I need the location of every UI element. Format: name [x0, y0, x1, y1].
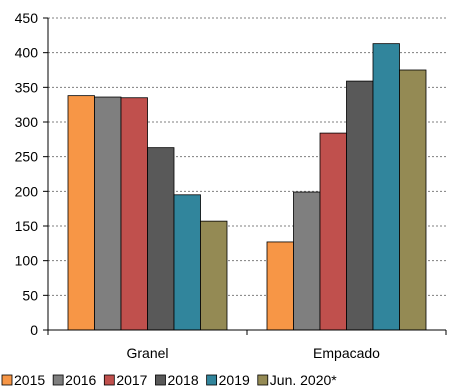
- bar-Jun. 2020*-Empacado: [399, 69, 427, 331]
- legend-swatch-2015: [1, 374, 13, 386]
- bar-2018-Granel: [147, 147, 175, 331]
- y-tick-label: 50: [22, 287, 38, 303]
- bar-2015-Empacado: [266, 241, 294, 331]
- y-tick-label: 100: [15, 253, 39, 269]
- legend-swatch-2019: [206, 374, 218, 386]
- bar-2016-Empacado: [293, 191, 321, 331]
- y-axis-ticks: 0 50 100 150 200 250 300 350 400 450: [15, 10, 48, 338]
- y-tick-label: 150: [15, 218, 39, 234]
- bar-2016-Granel: [94, 96, 122, 331]
- legend-label: 2017: [116, 372, 147, 388]
- legend-label: 2019: [219, 372, 250, 388]
- x-category-label: Empacado: [313, 345, 380, 361]
- y-tick-label: 400: [15, 45, 39, 61]
- legend-label: 2018: [167, 372, 198, 388]
- legend-label: Jun. 2020*: [270, 372, 337, 388]
- bar-2019-Granel: [173, 194, 201, 331]
- legend-swatch-2016: [52, 374, 64, 386]
- y-tick-label: 300: [15, 114, 39, 130]
- bar-2017-Granel: [120, 97, 148, 331]
- y-tick-label: 0: [30, 322, 38, 338]
- legend-swatch-2017: [103, 374, 115, 386]
- x-category-label: Granel: [126, 345, 168, 361]
- axes: [47, 18, 447, 335]
- x-axis-categories: Granel Empacado: [126, 345, 380, 361]
- legend-swatch-Jun. 2020*: [257, 374, 269, 386]
- legend-swatch-2018: [155, 374, 166, 386]
- bar-Jun. 2020*-Granel: [200, 220, 228, 331]
- legend-label: 2015: [14, 372, 45, 388]
- bar-2019-Empacado: [372, 43, 400, 331]
- bar-2018-Empacado: [346, 80, 374, 331]
- y-tick-label: 200: [15, 183, 39, 199]
- bars: [67, 43, 427, 331]
- legend-label: 2016: [65, 372, 96, 388]
- legend: 2015 2016 2017 2018 2019 Jun. 2020*: [1, 372, 337, 388]
- bar-2017-Empacado: [319, 132, 347, 331]
- y-tick-label: 250: [15, 149, 39, 165]
- y-tick-label: 450: [15, 10, 39, 26]
- y-tick-label: 350: [15, 79, 39, 95]
- bar-2015-Granel: [67, 95, 95, 331]
